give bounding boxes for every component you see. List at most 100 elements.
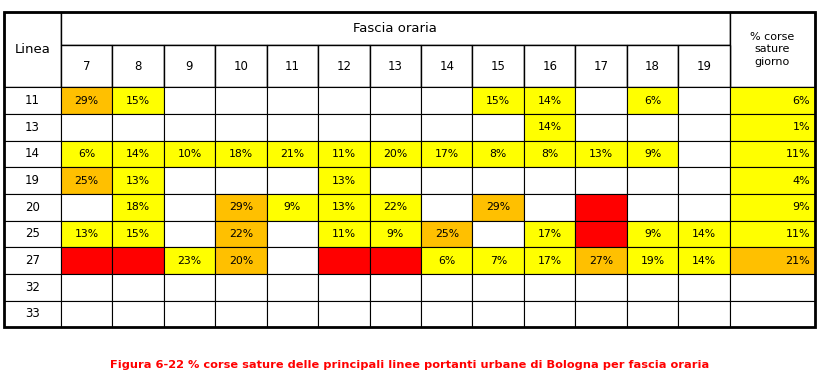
Bar	[678, 221, 730, 247]
Bar	[421, 45, 473, 87]
Bar	[4, 301, 61, 327]
Bar	[524, 221, 576, 247]
Text: 27%: 27%	[589, 256, 613, 266]
Bar	[473, 274, 524, 301]
Text: 14%: 14%	[692, 256, 716, 266]
Bar	[421, 274, 473, 301]
Text: 9%: 9%	[283, 202, 301, 212]
Bar	[473, 45, 524, 87]
Bar	[627, 274, 678, 301]
Text: 25%: 25%	[75, 176, 98, 186]
Text: 11%: 11%	[785, 149, 810, 159]
Bar	[730, 274, 815, 301]
Bar	[524, 301, 576, 327]
Text: 14: 14	[25, 147, 40, 161]
Bar	[215, 247, 267, 274]
Bar	[473, 247, 524, 274]
Bar	[627, 141, 678, 167]
Bar	[627, 194, 678, 221]
Bar	[164, 87, 215, 114]
Bar	[730, 301, 815, 327]
Bar	[473, 141, 524, 167]
Text: 18%: 18%	[229, 149, 253, 159]
Bar	[164, 167, 215, 194]
Text: 40%: 40%	[588, 229, 614, 239]
Text: 14%: 14%	[537, 122, 562, 132]
Text: 11: 11	[25, 94, 40, 107]
Text: 29%: 29%	[229, 202, 253, 212]
Bar	[164, 301, 215, 327]
Bar	[678, 167, 730, 194]
Bar	[112, 167, 164, 194]
Text: 29%: 29%	[75, 95, 98, 105]
Bar	[112, 194, 164, 221]
Bar	[4, 194, 61, 221]
Bar	[318, 167, 369, 194]
Bar	[369, 87, 421, 114]
Text: 10%: 10%	[178, 149, 201, 159]
Bar	[112, 141, 164, 167]
Bar	[61, 87, 112, 114]
Bar	[61, 12, 730, 45]
Bar	[678, 114, 730, 141]
Text: 16: 16	[542, 60, 557, 72]
Text: 20: 20	[25, 201, 40, 214]
Bar	[61, 194, 112, 221]
Bar	[421, 301, 473, 327]
Bar	[576, 301, 627, 327]
Bar	[678, 45, 730, 87]
Bar	[576, 221, 627, 247]
Bar	[318, 274, 369, 301]
Text: 27: 27	[25, 254, 40, 267]
Bar	[524, 274, 576, 301]
Text: 9%: 9%	[644, 149, 661, 159]
Bar	[4, 141, 61, 167]
Bar	[267, 87, 318, 114]
Bar	[730, 247, 815, 274]
Bar	[473, 87, 524, 114]
Bar	[473, 114, 524, 141]
Bar	[61, 274, 112, 301]
Bar	[164, 141, 215, 167]
Bar	[627, 45, 678, 87]
Bar	[473, 194, 524, 221]
Text: 8%: 8%	[541, 149, 559, 159]
Text: 9%: 9%	[387, 229, 404, 239]
Text: 11%: 11%	[332, 229, 356, 239]
Bar	[576, 45, 627, 87]
Text: 4%: 4%	[792, 176, 810, 186]
Bar	[267, 301, 318, 327]
Bar	[369, 141, 421, 167]
Bar	[421, 114, 473, 141]
Text: 13%: 13%	[332, 176, 356, 186]
Text: 29%: 29%	[486, 202, 510, 212]
Text: 17%: 17%	[435, 149, 459, 159]
Bar	[524, 114, 576, 141]
Bar	[627, 247, 678, 274]
Bar	[576, 87, 627, 114]
Text: 9%: 9%	[792, 202, 810, 212]
Bar	[576, 114, 627, 141]
Bar	[524, 45, 576, 87]
Text: 14: 14	[439, 60, 455, 72]
Bar	[627, 87, 678, 114]
Bar	[318, 45, 369, 87]
Bar	[730, 87, 815, 114]
Bar	[61, 221, 112, 247]
Bar	[215, 274, 267, 301]
Bar	[627, 221, 678, 247]
Bar	[267, 247, 318, 274]
Text: 7%: 7%	[490, 256, 507, 266]
Text: % corse
sature
giorno: % corse sature giorno	[750, 32, 794, 67]
Text: 13: 13	[25, 121, 40, 134]
Bar	[627, 301, 678, 327]
Bar	[524, 167, 576, 194]
Text: 19: 19	[696, 60, 712, 72]
Text: 32: 32	[25, 281, 40, 294]
Bar	[369, 45, 421, 87]
Text: 11%: 11%	[785, 229, 810, 239]
Bar	[267, 221, 318, 247]
Bar	[267, 45, 318, 87]
Bar	[627, 114, 678, 141]
Bar	[267, 141, 318, 167]
